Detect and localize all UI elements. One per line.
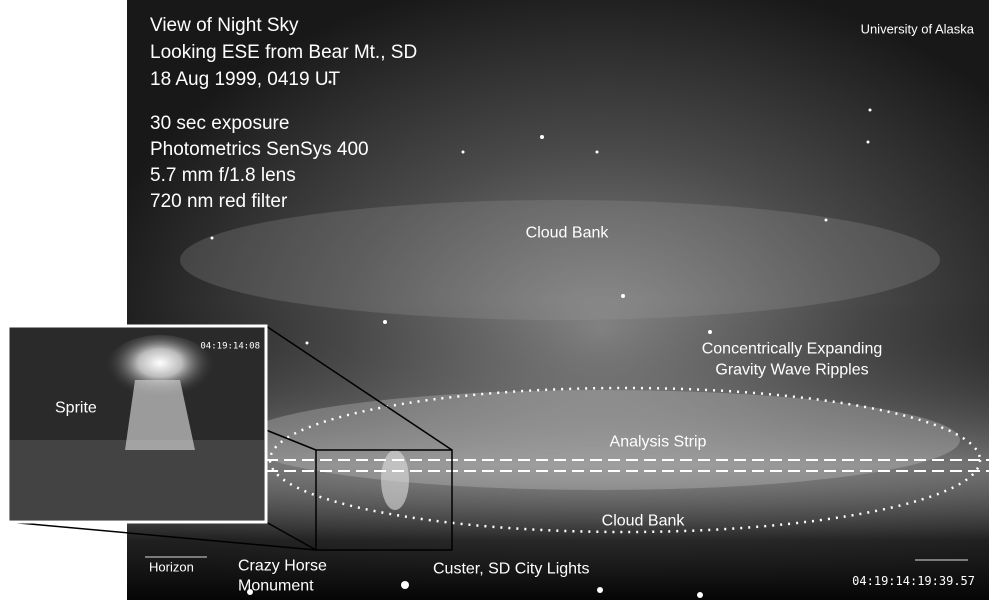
inset-timestamp: 04:19:14:08 (200, 342, 260, 352)
camera-line: 5.7 mm f/1.8 lens (150, 165, 296, 186)
cloud-bank-label: Cloud Bank (602, 512, 686, 529)
cloud-bank-label: Cloud Bank (526, 224, 610, 241)
sprite-label: Sprite (55, 399, 97, 416)
camera-line: 30 sec exposure (150, 113, 289, 134)
timestamp: 04:19:14:19:39.57 (852, 574, 975, 588)
caption-title: View of Night Sky (150, 15, 299, 36)
analysis-strip-label: Analysis Strip (610, 433, 707, 450)
inset (6, 324, 268, 524)
camera-line: Photometrics SenSys 400 (150, 139, 369, 160)
cloud (180, 200, 940, 320)
glow (381, 450, 409, 510)
monument-label: Monument (238, 577, 314, 594)
zoom-frame (7, 325, 453, 551)
horizon-label: Horizon (149, 560, 194, 575)
stars (210, 80, 872, 598)
ripples-label: Concentrically Expanding (702, 340, 883, 357)
credit: University of Alaska (861, 22, 975, 37)
cloud (240, 390, 960, 490)
caption-date: 18 Aug 1999, 0419 UT (150, 69, 341, 90)
city-lights-label: Custer, SD City Lights (433, 560, 590, 577)
ripples-label: Gravity Wave Ripples (715, 361, 868, 378)
caption-location: Looking ESE from Bear Mt., SD (150, 42, 417, 63)
cloud-band (127, 300, 989, 600)
camera-line: 720 nm red filter (150, 191, 288, 212)
monument-label: Crazy Horse (238, 557, 327, 574)
